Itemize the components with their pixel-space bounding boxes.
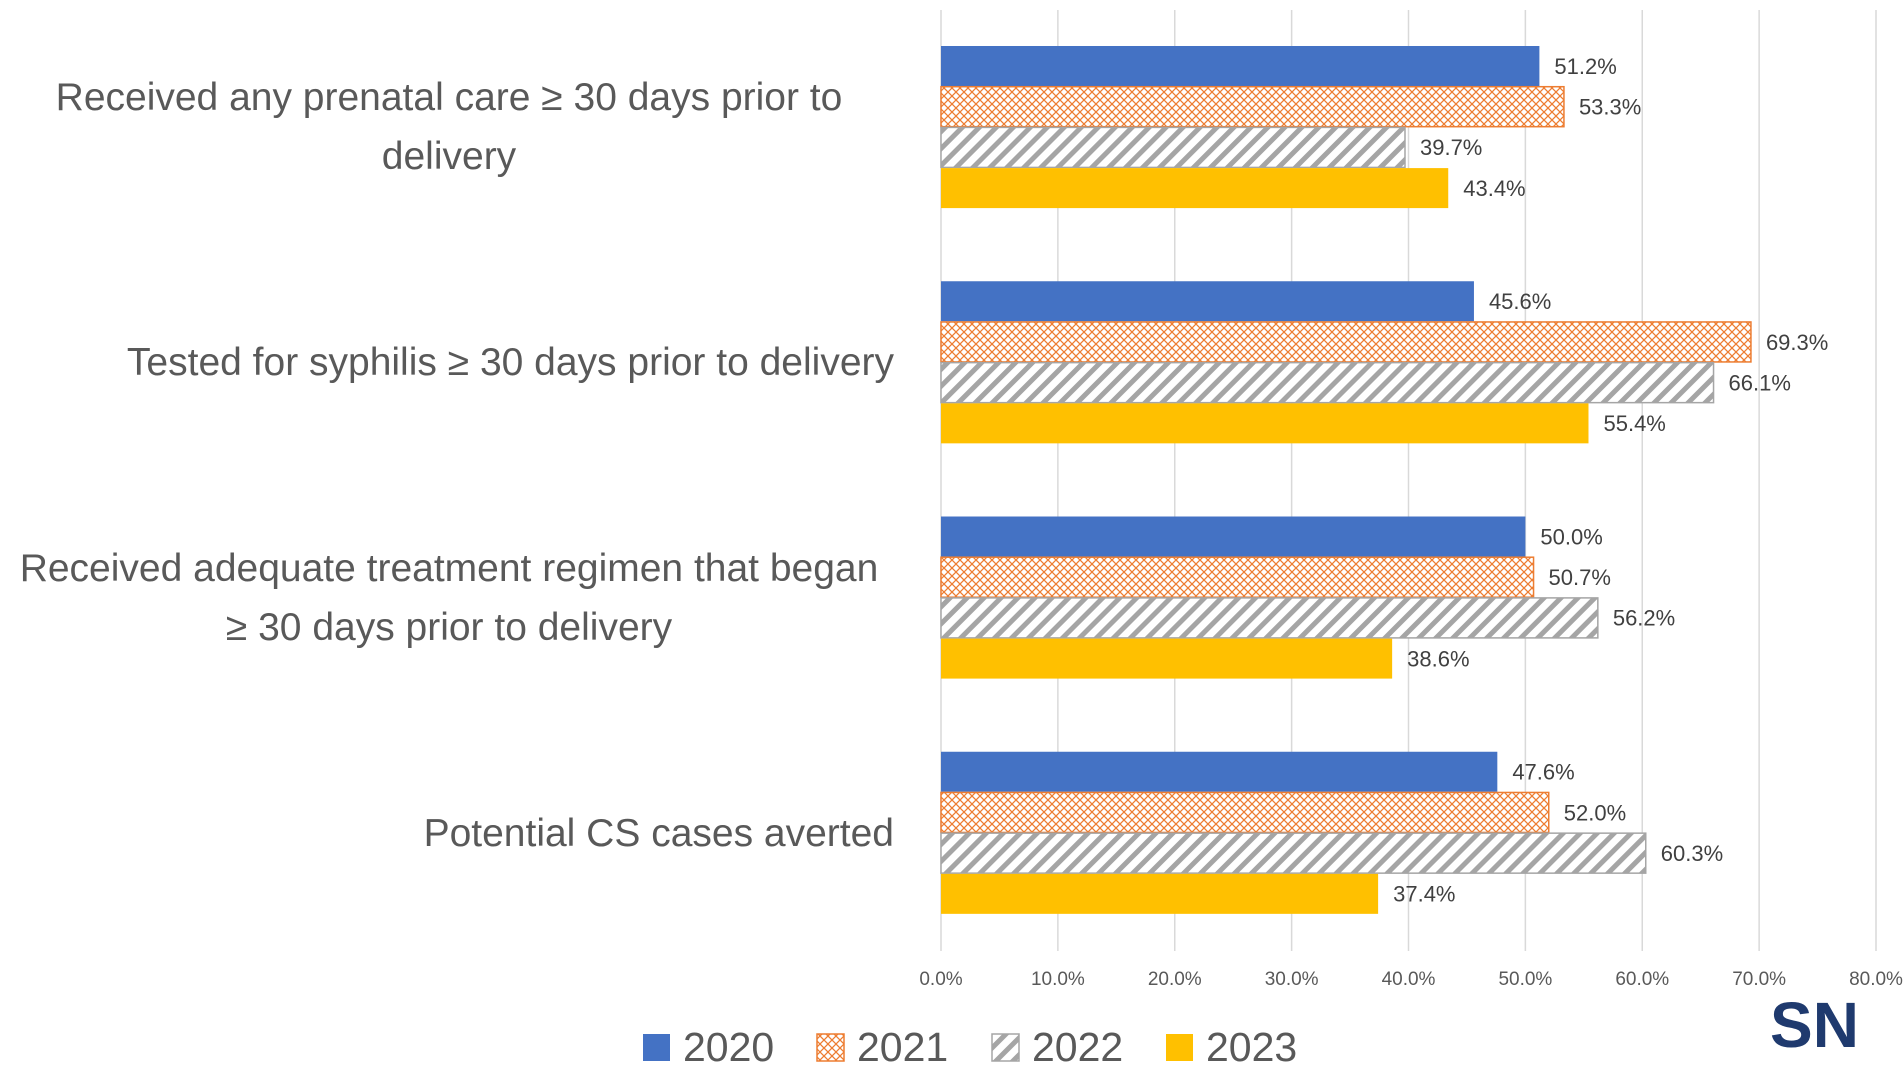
legend-label: 2023 xyxy=(1206,1024,1297,1066)
category-label: Received adequate treatment regimen that… xyxy=(4,517,894,680)
bar xyxy=(941,281,1474,322)
x-tick-label: 10.0% xyxy=(1031,969,1085,990)
logo: SN xyxy=(1770,989,1859,1061)
x-tick-label: 30.0% xyxy=(1265,969,1319,990)
value-label: 47.6% xyxy=(1512,760,1574,785)
category-label: Potential CS cases averted xyxy=(4,752,894,915)
value-label: 60.3% xyxy=(1661,841,1723,866)
bar xyxy=(940,321,1752,363)
value-label: 50.0% xyxy=(1540,524,1602,549)
bar xyxy=(941,168,1449,209)
value-label: 38.6% xyxy=(1407,646,1469,671)
category-text: Tested for syphilis ≥ 30 days prior to d… xyxy=(126,341,894,385)
x-tick-label: 0.0% xyxy=(919,969,962,990)
value-label: 55.4% xyxy=(1603,411,1665,436)
bar xyxy=(940,556,1535,598)
bar xyxy=(940,85,1565,128)
bar xyxy=(940,832,1647,874)
value-label: 56.2% xyxy=(1613,606,1675,631)
value-label: 50.7% xyxy=(1549,565,1611,590)
value-label: 39.7% xyxy=(1420,135,1482,160)
legend-swatch xyxy=(816,1033,845,1062)
x-tick-label: 80.0% xyxy=(1849,969,1903,990)
category-label: Tested for syphilis ≥ 30 days prior to d… xyxy=(4,281,894,444)
category-text: Received adequate treatment regimen that… xyxy=(19,546,879,649)
bar xyxy=(940,126,1406,169)
value-label: 52.0% xyxy=(1564,800,1626,825)
bar xyxy=(941,751,1498,792)
x-tick-label: 20.0% xyxy=(1148,969,1202,990)
x-tick-label: 50.0% xyxy=(1498,969,1552,990)
bar xyxy=(941,638,1393,679)
category-text: Potential CS cases averted xyxy=(423,811,894,855)
bar xyxy=(940,791,1550,834)
legend-label: 2021 xyxy=(857,1024,948,1066)
value-label: 51.2% xyxy=(1554,54,1616,79)
legend-label: 2020 xyxy=(683,1024,774,1066)
value-label: 53.3% xyxy=(1579,95,1641,120)
category-label: Received any prenatal care ≥ 30 days pri… xyxy=(4,46,894,209)
category-text: Received any prenatal care ≥ 30 days pri… xyxy=(55,76,843,179)
value-label: 37.4% xyxy=(1393,882,1455,907)
value-label: 69.3% xyxy=(1766,330,1828,355)
value-label: 45.6% xyxy=(1489,289,1551,314)
legend-swatch xyxy=(1166,1034,1193,1061)
bar xyxy=(941,403,1589,444)
bar xyxy=(941,516,1526,557)
x-tick-label: 70.0% xyxy=(1732,969,1786,990)
x-tick-label: 40.0% xyxy=(1382,969,1436,990)
bar xyxy=(941,46,1540,86)
bar xyxy=(940,361,1715,404)
legend-label: 2022 xyxy=(1032,1024,1123,1066)
bar xyxy=(941,873,1379,914)
value-label: 43.4% xyxy=(1463,176,1525,201)
bar xyxy=(940,597,1599,639)
value-label: 66.1% xyxy=(1729,370,1791,395)
legend-swatch xyxy=(643,1034,670,1061)
legend-swatch xyxy=(991,1033,1020,1062)
x-tick-label: 60.0% xyxy=(1615,969,1669,990)
